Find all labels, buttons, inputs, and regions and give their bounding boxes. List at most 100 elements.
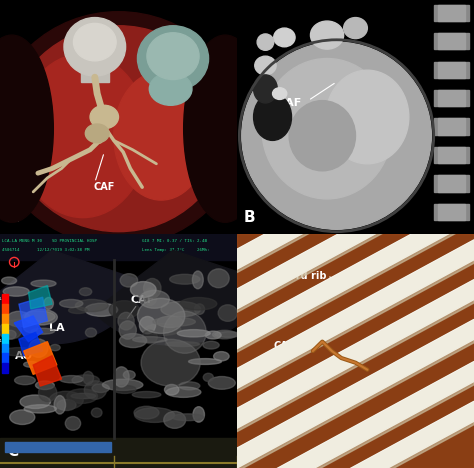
- Ellipse shape: [50, 344, 60, 351]
- Polygon shape: [237, 381, 474, 468]
- Polygon shape: [24, 342, 57, 374]
- Ellipse shape: [212, 330, 237, 339]
- Bar: [434, 118, 469, 135]
- Ellipse shape: [142, 330, 157, 344]
- Ellipse shape: [164, 384, 179, 395]
- Bar: [2, 324, 9, 334]
- Ellipse shape: [119, 321, 137, 339]
- Text: Lens Temp: 37.7°C     26Mh:: Lens Temp: 37.7°C 26Mh:: [142, 249, 210, 252]
- Ellipse shape: [137, 26, 209, 91]
- Ellipse shape: [25, 309, 57, 325]
- Ellipse shape: [205, 331, 221, 339]
- Ellipse shape: [67, 389, 98, 403]
- Ellipse shape: [215, 332, 241, 337]
- Bar: [434, 61, 469, 78]
- Ellipse shape: [44, 298, 54, 309]
- Ellipse shape: [177, 329, 210, 337]
- Ellipse shape: [132, 392, 161, 398]
- Ellipse shape: [208, 269, 229, 288]
- Polygon shape: [237, 279, 474, 428]
- Ellipse shape: [1, 277, 17, 284]
- Ellipse shape: [130, 282, 156, 298]
- Ellipse shape: [79, 288, 92, 296]
- Ellipse shape: [289, 101, 356, 171]
- Text: AO: AO: [15, 351, 33, 361]
- Ellipse shape: [179, 382, 200, 390]
- Polygon shape: [237, 300, 474, 431]
- Bar: [2, 344, 9, 353]
- Ellipse shape: [113, 385, 136, 394]
- Bar: [434, 90, 469, 106]
- Ellipse shape: [114, 71, 209, 200]
- Ellipse shape: [147, 33, 199, 80]
- Ellipse shape: [273, 88, 287, 100]
- Ellipse shape: [139, 316, 155, 334]
- Polygon shape: [81, 51, 109, 82]
- Polygon shape: [93, 250, 271, 345]
- Ellipse shape: [189, 358, 221, 365]
- Ellipse shape: [65, 417, 81, 430]
- Ellipse shape: [71, 393, 96, 399]
- Ellipse shape: [255, 56, 276, 75]
- Ellipse shape: [0, 12, 243, 246]
- Ellipse shape: [102, 379, 143, 390]
- Ellipse shape: [90, 105, 118, 129]
- Bar: [438, 33, 465, 50]
- Ellipse shape: [23, 318, 38, 333]
- Ellipse shape: [262, 58, 392, 199]
- Text: LA: LA: [49, 322, 64, 333]
- Ellipse shape: [172, 414, 204, 421]
- Ellipse shape: [24, 405, 56, 413]
- Ellipse shape: [9, 410, 35, 424]
- Bar: [438, 175, 465, 191]
- Ellipse shape: [141, 339, 200, 386]
- Ellipse shape: [0, 35, 53, 222]
- Ellipse shape: [157, 316, 183, 328]
- Bar: [434, 33, 469, 50]
- Polygon shape: [237, 240, 474, 388]
- Bar: [2, 314, 9, 324]
- Ellipse shape: [165, 342, 200, 346]
- Ellipse shape: [119, 334, 147, 348]
- Polygon shape: [237, 401, 474, 468]
- Polygon shape: [237, 319, 474, 468]
- Polygon shape: [237, 200, 474, 349]
- Text: 1.05: 1.05: [0, 297, 8, 300]
- Polygon shape: [0, 250, 146, 344]
- Ellipse shape: [344, 18, 367, 38]
- Ellipse shape: [144, 278, 161, 298]
- Ellipse shape: [123, 371, 135, 379]
- Ellipse shape: [60, 300, 83, 307]
- Ellipse shape: [326, 70, 409, 164]
- Ellipse shape: [257, 34, 274, 50]
- Ellipse shape: [194, 304, 205, 314]
- Ellipse shape: [164, 411, 186, 428]
- Ellipse shape: [144, 288, 157, 305]
- Text: CAF: CAF: [273, 341, 295, 351]
- Text: GI8 7 MI: 0.37 / TIS: 2.4B: GI8 7 MI: 0.37 / TIS: 2.4B: [142, 239, 207, 243]
- Ellipse shape: [72, 375, 100, 386]
- Ellipse shape: [203, 373, 213, 381]
- Ellipse shape: [38, 384, 57, 402]
- Polygon shape: [237, 421, 474, 468]
- Ellipse shape: [109, 300, 139, 319]
- Polygon shape: [19, 297, 47, 328]
- Bar: [434, 175, 469, 191]
- Ellipse shape: [153, 317, 195, 326]
- Ellipse shape: [192, 271, 203, 289]
- Ellipse shape: [92, 384, 109, 393]
- Text: LAD: LAD: [27, 168, 49, 178]
- Ellipse shape: [133, 336, 167, 343]
- Polygon shape: [28, 285, 52, 309]
- Bar: [438, 90, 465, 106]
- Ellipse shape: [9, 26, 228, 232]
- Text: 4506714       12/12/2019 3:02:38 PM: 4506714 12/12/2019 3:02:38 PM: [2, 249, 90, 252]
- Ellipse shape: [60, 375, 83, 383]
- Ellipse shape: [84, 381, 107, 399]
- Polygon shape: [237, 339, 474, 468]
- Ellipse shape: [85, 303, 118, 316]
- Bar: [2, 363, 9, 373]
- Ellipse shape: [57, 400, 76, 410]
- Ellipse shape: [3, 287, 29, 296]
- Ellipse shape: [310, 21, 344, 49]
